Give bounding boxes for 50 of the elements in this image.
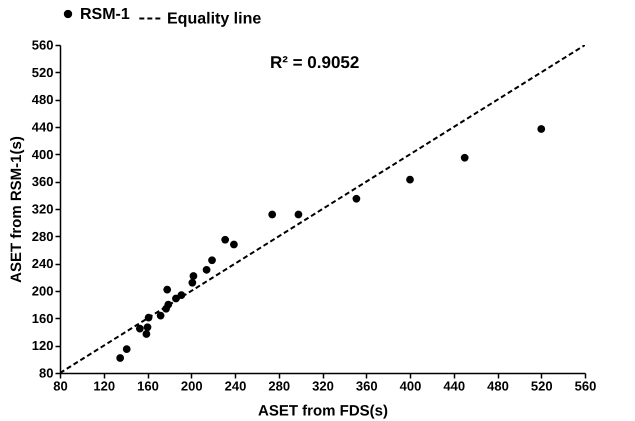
x-tick-label: 440 — [443, 378, 466, 394]
y-tick-label: 240 — [32, 256, 54, 272]
point — [202, 266, 210, 274]
legend-label: Equality line — [167, 10, 262, 28]
y-tick-label: 280 — [32, 228, 54, 244]
y-tick-label: 80 — [39, 366, 54, 380]
x-tick-label: 160 — [137, 378, 159, 394]
y-tick-label: 160 — [32, 310, 54, 326]
y-tick-label: 120 — [32, 338, 54, 354]
y-tick-label: 360 — [32, 174, 54, 190]
x-tick-label: 80 — [53, 378, 68, 394]
point — [460, 154, 469, 162]
legend-label: RSM-1 — [80, 6, 130, 23]
y-tick-label: 320 — [32, 202, 54, 216]
point — [190, 272, 198, 280]
point — [208, 256, 216, 264]
point — [156, 312, 164, 320]
annotation: R² = 0.9052 — [270, 53, 360, 72]
y-tick-label: 520 — [32, 64, 54, 80]
x-tick-label: 360 — [356, 378, 378, 394]
point — [268, 210, 276, 218]
y-tick-label: 560 — [32, 38, 54, 52]
x-tick-label: 280 — [268, 378, 290, 394]
x-tick-label: 520 — [530, 378, 553, 394]
point — [116, 354, 124, 362]
x-tick-label: 120 — [93, 378, 116, 394]
point — [221, 236, 230, 244]
point — [230, 240, 238, 248]
y-axis-title: ASET from RSM-1(s) — [8, 136, 25, 283]
x-tick-label: 200 — [180, 378, 203, 394]
x-tick-label: 480 — [487, 378, 509, 394]
point — [122, 345, 131, 353]
y-tick-label: 400 — [32, 146, 54, 162]
y-tick-label: 480 — [32, 92, 54, 108]
point — [406, 176, 414, 184]
y-tick-label: 200 — [32, 284, 54, 298]
x-axis-title: ASET from FDS(s) — [258, 402, 388, 420]
x-tick-label: 320 — [312, 378, 334, 394]
point — [136, 324, 144, 332]
point — [144, 323, 152, 332]
x-tick-label: 560 — [574, 378, 596, 394]
point — [142, 330, 150, 338]
x-tick-label: 400 — [400, 378, 422, 394]
x-tick-label: 240 — [224, 378, 246, 394]
point — [352, 194, 360, 203]
point — [537, 125, 546, 133]
point — [163, 286, 172, 294]
point — [294, 210, 302, 218]
point — [188, 278, 196, 287]
y-tick-label: 440 — [32, 120, 54, 134]
